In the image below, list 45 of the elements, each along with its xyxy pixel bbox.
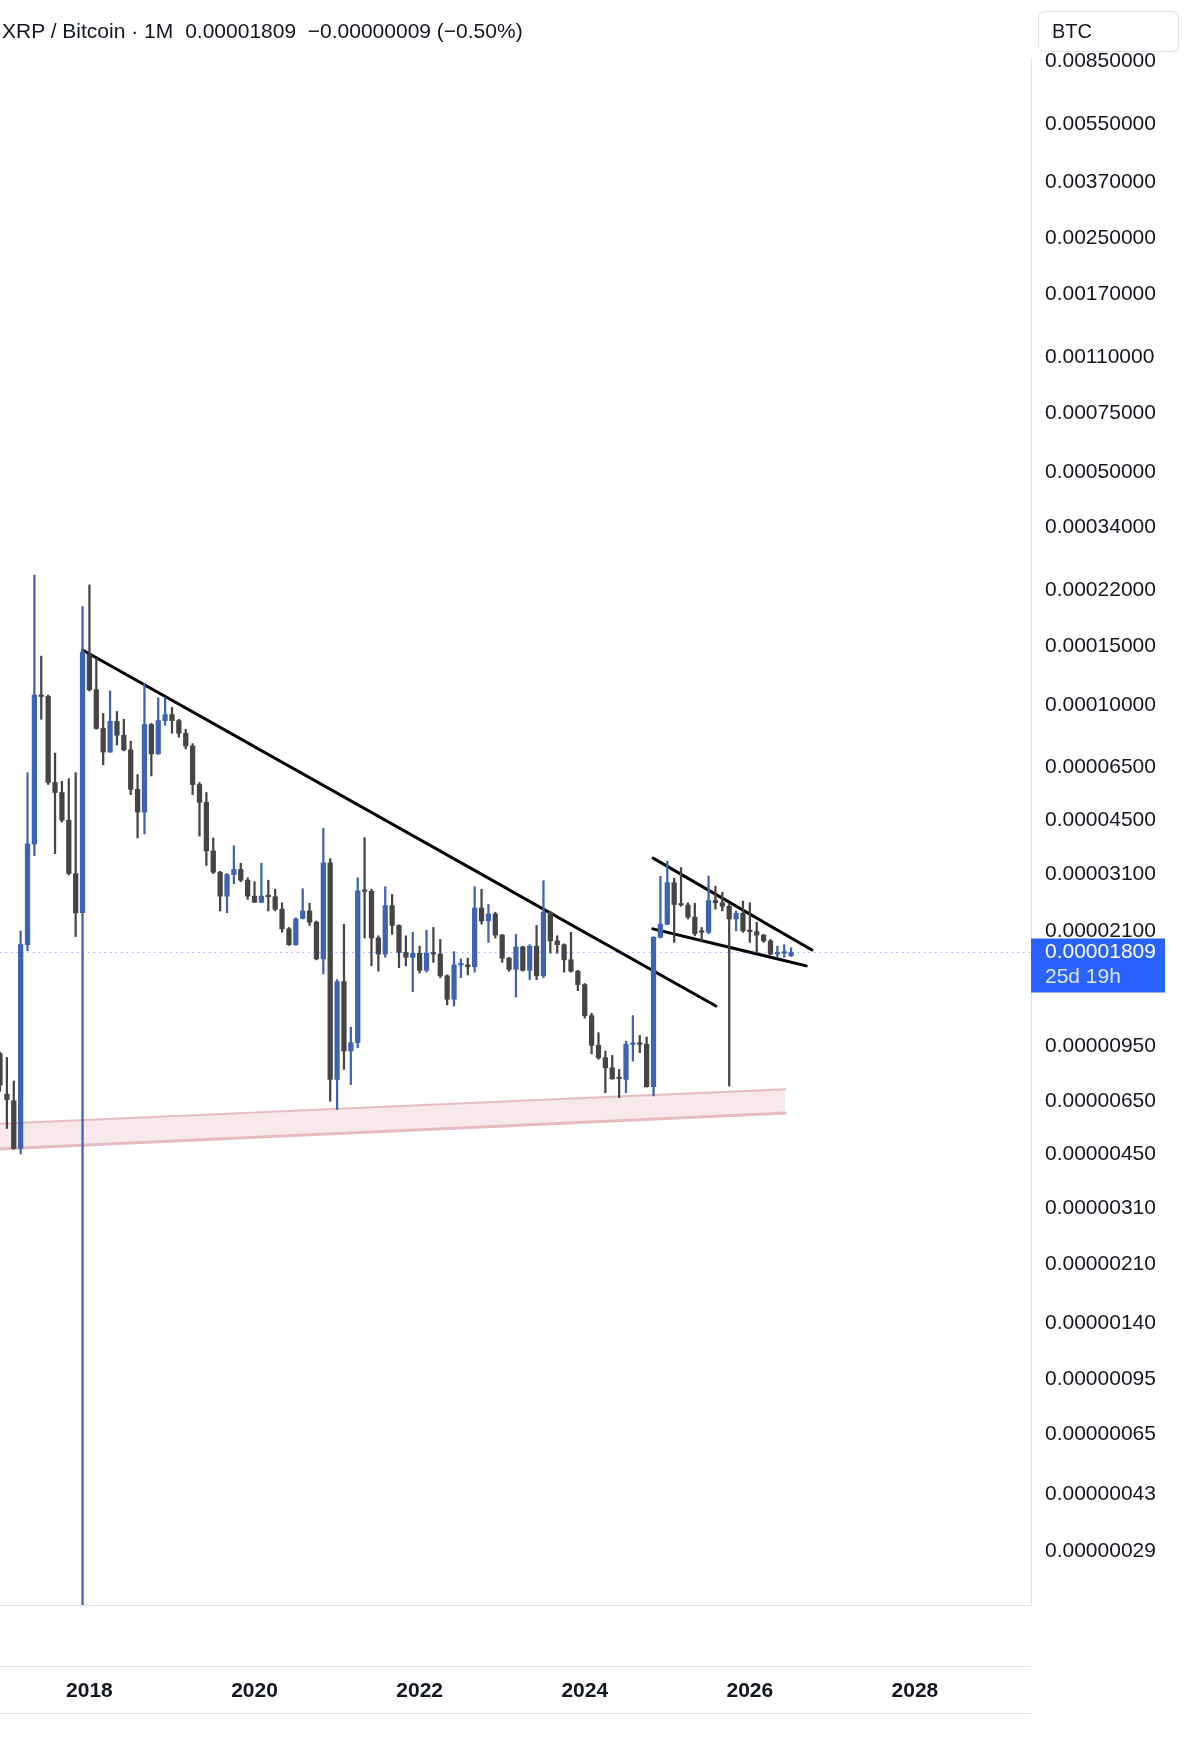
candlestick	[361, 837, 368, 939]
y-tick-label: 0.00000310	[1045, 1194, 1156, 1218]
y-tick-label: 0.00003100	[1045, 861, 1156, 885]
y-axis-title: BTC	[1052, 20, 1092, 43]
y-tick-label: 0.00075000	[1045, 399, 1156, 423]
x-tick-label: 2024	[561, 1678, 609, 1702]
candlestick	[712, 885, 719, 910]
candlestick	[602, 1050, 608, 1094]
y-tick-label: 0.00110000	[1045, 344, 1155, 368]
y-tick-label: 0.00550000	[1045, 111, 1156, 135]
x-tick-label: 2028	[891, 1678, 939, 1702]
y-tick-label: 0.00000043	[1045, 1480, 1156, 1504]
y-tick-label: 0.00034000	[1045, 514, 1156, 538]
y-tick-label: 0.00002100	[1045, 917, 1156, 941]
y-tick-label: 0.00050000	[1045, 458, 1156, 482]
y-tick-label: 0.00000950	[1045, 1032, 1156, 1056]
ref-line-label: 0.00001809	[1045, 939, 1156, 963]
y-tick-label: 0.00015000	[1045, 632, 1156, 656]
candlestick	[657, 876, 664, 939]
y-tick-label: 0.00000065	[1045, 1421, 1156, 1445]
x-tick-label: 2026	[726, 1678, 774, 1702]
y-tick-label: 0.00370000	[1045, 168, 1156, 192]
y-tick-label: 0.00006500	[1045, 754, 1156, 778]
x-tick-label: 2022	[396, 1678, 443, 1702]
y-tick-label: 0.00250000	[1045, 225, 1156, 249]
y-tick-label: 0.00000029	[1045, 1537, 1156, 1561]
text: 25d 19h	[1045, 964, 1121, 988]
y-tick-label: 0.00000650	[1045, 1087, 1156, 1111]
candlestick	[258, 862, 265, 904]
y-tick-label: 0.00000210	[1045, 1251, 1156, 1275]
chart-subtitle: 0.00001809 −0.00000009 (−0.50%)	[185, 18, 523, 44]
y-tick-label: 0.00010000	[1045, 691, 1156, 715]
x-tick-label: 2018	[66, 1678, 114, 1702]
y-tick-label: 0.00000095	[1045, 1366, 1156, 1390]
x-tick-label: 2020	[231, 1678, 278, 1702]
unit-button: BTC	[1038, 11, 1179, 52]
y-tick-label: 0.00000140	[1045, 1309, 1156, 1333]
y-tick-label: 0.00004500	[1045, 807, 1156, 831]
y-tick-label: 0.00000450	[1045, 1140, 1156, 1164]
candlestick	[430, 927, 437, 963]
chart-title: XRP / Bitcoin · 1M	[2, 18, 174, 44]
y-tick-label: 0.00170000	[1045, 281, 1156, 305]
candlestick	[251, 881, 258, 904]
y-tick-label: 0.00022000	[1045, 577, 1156, 601]
candlestick	[79, 606, 86, 1605]
